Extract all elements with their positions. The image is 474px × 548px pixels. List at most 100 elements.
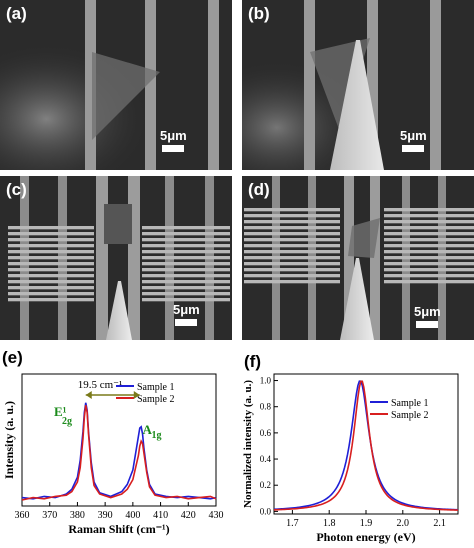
y-tick-label: 0.2 xyxy=(260,480,271,490)
electrode-finger xyxy=(142,286,230,290)
electrode-finger xyxy=(142,238,230,242)
scale-line-a xyxy=(162,145,185,152)
sem-panel-d: (d) 5μm xyxy=(242,176,474,340)
peak-label-e2g-sub: 2g xyxy=(62,416,72,427)
electrode-finger xyxy=(142,274,230,278)
legend-label-2: Sample 2 xyxy=(137,394,175,405)
x-axis-label: Photon energy (eV) xyxy=(316,530,415,544)
x-tick-label: 410 xyxy=(153,510,168,521)
electrode-finger xyxy=(384,232,474,236)
legend-label-2: Sample 2 xyxy=(391,410,429,421)
x-tick-label: 370 xyxy=(42,510,57,521)
x-tick-label: 1.9 xyxy=(360,518,373,529)
series-line-2 xyxy=(273,380,459,511)
scale-bar-c: 5μm xyxy=(173,302,200,326)
electrode-finger xyxy=(142,298,230,302)
electrode-finger xyxy=(244,256,340,260)
electrode-finger xyxy=(244,250,340,254)
electrode-finger xyxy=(8,262,94,266)
electrode-finger xyxy=(142,226,230,230)
electrode-finger xyxy=(142,262,230,266)
y-tick-label: 0.6 xyxy=(260,428,272,438)
electrode-finger xyxy=(8,238,94,242)
electrode-finger xyxy=(384,256,474,260)
electrode-finger xyxy=(8,268,94,272)
x-tick-label: 380 xyxy=(70,510,85,521)
legend-label-1: Sample 1 xyxy=(137,382,175,393)
electrode-finger xyxy=(384,226,474,230)
separation-arrowhead-right xyxy=(133,391,140,399)
electrode-finger xyxy=(384,274,474,278)
separation-arrowhead-left xyxy=(85,391,92,399)
electrode-finger xyxy=(8,232,94,236)
y-tick-label: 1.0 xyxy=(260,376,272,386)
panel-label-d: (d) xyxy=(248,180,270,199)
electrode-finger xyxy=(8,226,94,230)
electrode-finger xyxy=(8,274,94,278)
electrode-finger xyxy=(142,244,230,248)
electrode-finger xyxy=(8,298,94,302)
x-tick-label: 430 xyxy=(209,510,224,521)
panel-label-b: (b) xyxy=(248,4,270,23)
electrode-finger xyxy=(8,286,94,290)
electrode-finger xyxy=(244,280,340,284)
sem-image-c xyxy=(0,176,232,340)
sem-image-d xyxy=(242,176,474,340)
scale-line-c xyxy=(175,319,198,326)
x-tick-label: 390 xyxy=(98,510,113,521)
legend-label-1: Sample 1 xyxy=(391,398,429,409)
y-axis-label: Normalized intensity (a. u.) xyxy=(242,380,254,508)
electrode-finger xyxy=(244,262,340,266)
x-tick-label: 420 xyxy=(181,510,196,521)
electrode-finger xyxy=(384,220,474,224)
y-tick-label: 0.4 xyxy=(260,454,272,464)
x-tick-label: 2.1 xyxy=(433,518,446,529)
scale-text-c: 5μm xyxy=(173,302,200,317)
panel-label-a: (a) xyxy=(6,4,27,23)
electrode-finger xyxy=(142,232,230,236)
peak-label-e2g: E¹ xyxy=(54,404,67,419)
x-axis-label: Raman Shift (cm⁻¹) xyxy=(68,522,169,536)
electrode-finger xyxy=(8,244,94,248)
electrode-finger xyxy=(244,274,340,278)
electrode-finger xyxy=(244,238,340,242)
sem-panel-a: (a) 5μm xyxy=(0,0,232,170)
sem-image-b xyxy=(242,0,474,170)
electrode-finger xyxy=(142,280,230,284)
plot-frame xyxy=(21,373,217,507)
scale-text-b: 5μm xyxy=(400,128,427,143)
electrode-finger xyxy=(8,280,94,284)
electrode-finger xyxy=(142,292,230,296)
plot-frame xyxy=(273,373,459,515)
scale-text-a: 5μm xyxy=(160,128,187,143)
x-tick-label: 2.0 xyxy=(397,518,410,529)
electrode-finger xyxy=(8,292,94,296)
scale-bar-a: 5μm xyxy=(160,128,187,152)
scale-line-b xyxy=(402,145,425,152)
x-tick-label: 400 xyxy=(125,510,140,521)
electrode-finger xyxy=(142,250,230,254)
pl-chart: 1.7 1.8 1.9 2.0 2.1 0.0 0.2 0.4 0.6 0.8 1.0 Photon … xyxy=(242,373,459,544)
raman-chart: 360 370 380 390 400 410 420 430 Raman Shift (cm⁻… xyxy=(2,373,224,536)
electrode-finger xyxy=(244,220,340,224)
series-line-2 xyxy=(21,405,217,501)
electrode-finger xyxy=(384,250,474,254)
scale-bar-d: 5μm xyxy=(414,304,441,328)
electrode-finger xyxy=(384,280,474,284)
panel-label-f: (f) xyxy=(244,352,261,371)
electrode-finger xyxy=(384,268,474,272)
sem-panel-c: (c) 5μm xyxy=(0,176,232,340)
electrode-finger xyxy=(8,250,94,254)
sem-panel-b: (b) 5μm xyxy=(242,0,474,170)
electrode-finger xyxy=(384,238,474,242)
sem-image-a xyxy=(0,0,232,170)
x-tick-label: 1.8 xyxy=(323,518,336,529)
y-tick-label: 0.8 xyxy=(260,402,272,412)
scale-bar-b: 5μm xyxy=(400,128,427,152)
electrode-finger xyxy=(244,214,340,218)
x-tick-label: 360 xyxy=(15,510,30,521)
scale-line-d xyxy=(416,321,439,328)
y-tick-label: 0.0 xyxy=(260,506,272,516)
electrode-finger xyxy=(142,256,230,260)
panel-label-c: (c) xyxy=(6,180,27,199)
